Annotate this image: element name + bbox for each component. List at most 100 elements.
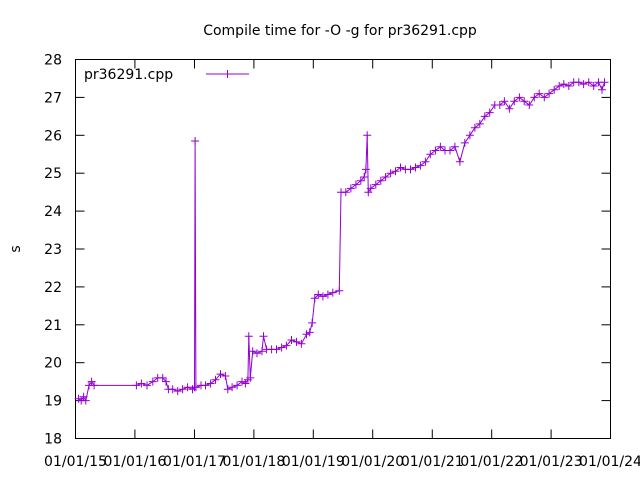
x-tick-label: 01/01/24 xyxy=(579,454,640,470)
data-point xyxy=(173,387,182,396)
data-point xyxy=(574,78,583,87)
x-tick-label: 01/01/16 xyxy=(103,454,166,470)
data-point xyxy=(530,93,539,102)
data-point xyxy=(206,379,215,388)
data-point xyxy=(366,184,375,193)
y-tick-label: 20 xyxy=(44,356,62,372)
data-point xyxy=(233,381,242,390)
data-point xyxy=(308,318,317,327)
data-point xyxy=(480,112,489,121)
data-point xyxy=(600,78,609,87)
data-point xyxy=(341,188,350,197)
data-point xyxy=(211,375,220,384)
data-point xyxy=(258,347,266,356)
data-point xyxy=(540,93,549,102)
data-point xyxy=(406,165,415,174)
data-point xyxy=(559,80,568,89)
series-layer xyxy=(74,78,609,405)
data-point xyxy=(495,101,504,109)
data-point xyxy=(465,131,474,140)
data-point xyxy=(162,377,170,386)
y-tick-label: 28 xyxy=(44,53,62,69)
data-point xyxy=(132,381,141,390)
data-point xyxy=(259,332,268,341)
x-tick-label: 01/01/21 xyxy=(401,454,464,470)
data-point xyxy=(500,97,509,106)
data-point xyxy=(310,294,319,303)
data-point xyxy=(391,167,400,176)
data-point xyxy=(191,383,200,392)
data-point xyxy=(436,142,445,151)
data-point xyxy=(411,163,420,172)
y-tick-label: 21 xyxy=(44,318,62,334)
data-point xyxy=(305,328,314,337)
data-point xyxy=(371,180,380,189)
data-point xyxy=(292,337,301,346)
data-point xyxy=(579,80,588,89)
data-point xyxy=(535,89,544,98)
data-point xyxy=(223,385,232,394)
data-point xyxy=(356,176,365,185)
data-point xyxy=(282,341,291,350)
data-point xyxy=(277,343,286,352)
data-point xyxy=(550,85,559,94)
data-point xyxy=(143,381,151,390)
legend-label: pr36291.cpp xyxy=(84,67,173,83)
chart-title: Compile time for -O -g for pr36291.cpp xyxy=(203,23,477,39)
data-point xyxy=(287,336,296,344)
data-point xyxy=(386,169,395,178)
y-tick-label: 18 xyxy=(44,432,62,448)
x-axis-ticks: 01/01/1501/01/1601/01/1701/01/1801/01/19… xyxy=(44,59,640,470)
data-point xyxy=(396,163,405,172)
data-point xyxy=(221,372,230,380)
data-point xyxy=(589,82,598,90)
data-point xyxy=(244,332,253,341)
data-point xyxy=(323,290,332,299)
data-point xyxy=(201,381,210,390)
y-axis-label: s xyxy=(8,245,24,252)
data-point xyxy=(346,184,355,193)
data-point xyxy=(545,89,554,98)
data-point xyxy=(475,119,484,128)
data-point xyxy=(460,138,469,147)
data-point xyxy=(450,142,459,151)
data-point xyxy=(525,101,534,109)
x-tick-label: 01/01/19 xyxy=(282,454,345,470)
data-point xyxy=(584,78,593,87)
data-point xyxy=(191,137,200,145)
data-point xyxy=(178,385,187,394)
data-point xyxy=(505,104,514,113)
y-tick-label: 24 xyxy=(44,204,62,220)
y-tick-label: 27 xyxy=(44,90,62,106)
data-point xyxy=(361,165,370,174)
data-point xyxy=(168,385,177,394)
data-point xyxy=(137,379,146,388)
data-point xyxy=(421,157,430,166)
data-point xyxy=(360,173,369,181)
data-point xyxy=(470,123,479,132)
data-point xyxy=(90,381,99,390)
data-point xyxy=(598,85,606,94)
data-point xyxy=(510,97,519,106)
data-point xyxy=(376,176,385,185)
data-point xyxy=(520,97,529,106)
data-point xyxy=(485,108,494,117)
data-point xyxy=(335,286,344,295)
y-tick-label: 23 xyxy=(44,242,62,258)
data-point xyxy=(515,93,524,102)
y-tick-label: 19 xyxy=(44,394,62,410)
data-point xyxy=(426,150,435,159)
data-point xyxy=(314,290,323,299)
data-point xyxy=(297,339,306,348)
data-point xyxy=(381,173,390,181)
x-tick-label: 01/01/17 xyxy=(163,454,226,470)
data-point xyxy=(564,82,573,90)
data-point xyxy=(81,396,90,405)
data-point xyxy=(248,347,257,356)
x-tick-label: 01/01/20 xyxy=(341,454,404,470)
data-point xyxy=(363,131,372,140)
data-point xyxy=(416,161,425,170)
